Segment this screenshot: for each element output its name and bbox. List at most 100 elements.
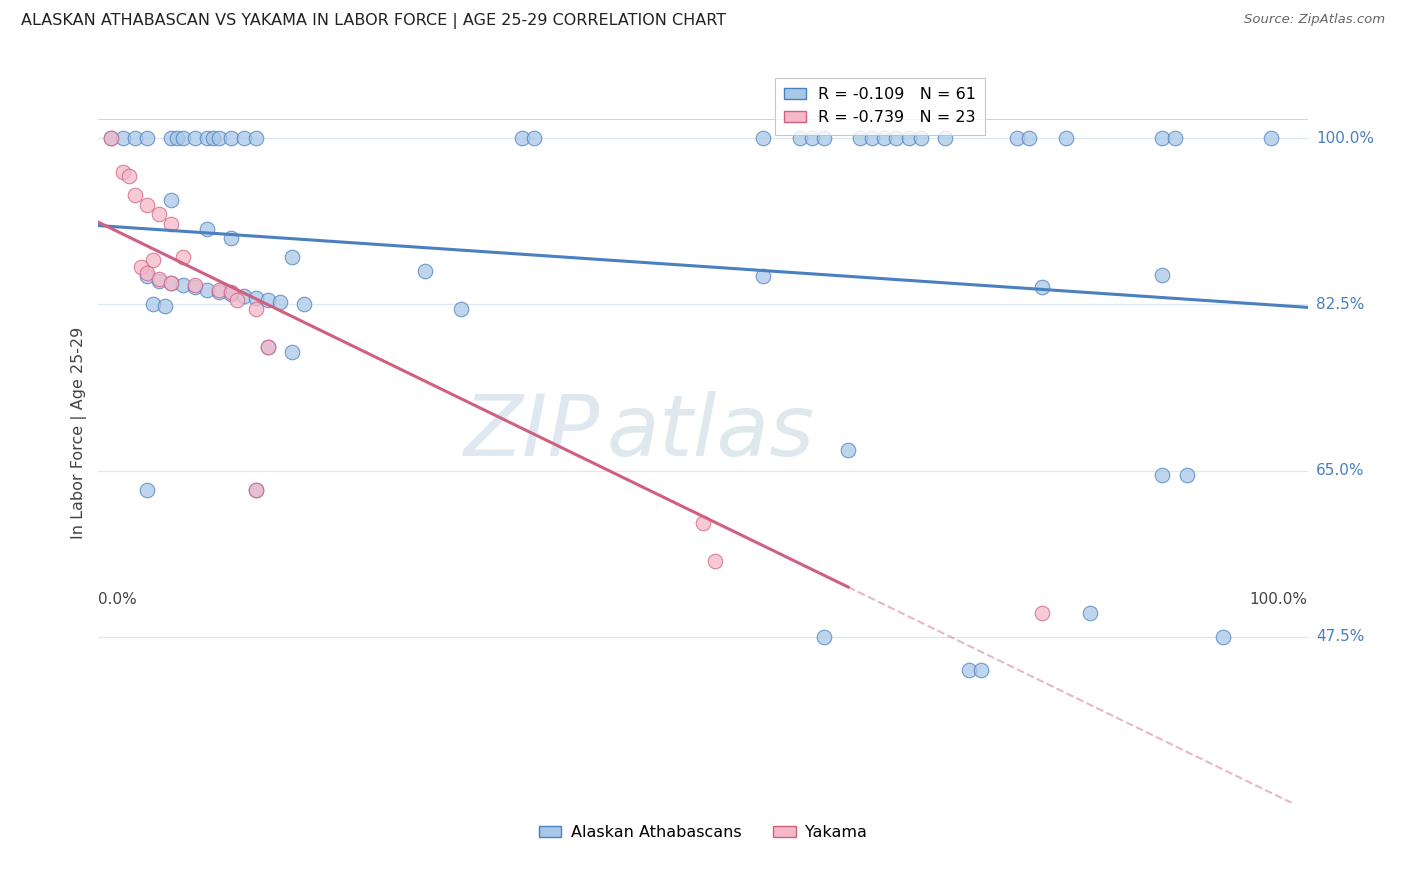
Point: [184, 131, 207, 145]
Point: [1031, 280, 1053, 294]
Text: 82.5%: 82.5%: [1316, 297, 1364, 312]
Point: [256, 293, 278, 307]
Point: [1018, 131, 1040, 145]
Point: [873, 131, 896, 145]
Text: Source: ZipAtlas.com: Source: ZipAtlas.com: [1244, 13, 1385, 27]
Point: [160, 276, 183, 290]
Point: [269, 294, 291, 309]
Point: [184, 278, 207, 293]
Point: [111, 164, 134, 178]
Point: [135, 131, 157, 145]
Text: ALASKAN ATHABASCAN VS YAKAMA IN LABOR FORCE | AGE 25-29 CORRELATION CHART: ALASKAN ATHABASCAN VS YAKAMA IN LABOR FO…: [21, 13, 727, 29]
Point: [148, 207, 170, 221]
Point: [208, 131, 231, 145]
Point: [208, 285, 231, 300]
Text: ZIP: ZIP: [464, 391, 600, 475]
Y-axis label: In Labor Force | Age 25-29: In Labor Force | Age 25-29: [72, 326, 87, 539]
Point: [1054, 131, 1077, 145]
Point: [184, 280, 207, 294]
Point: [221, 287, 243, 301]
Point: [692, 516, 714, 530]
Point: [118, 169, 141, 184]
Point: [910, 131, 932, 145]
Point: [934, 131, 956, 145]
Point: [245, 131, 267, 145]
Point: [135, 198, 157, 212]
Point: [166, 131, 188, 145]
Point: [1007, 131, 1029, 145]
Point: [523, 131, 546, 145]
Point: [1152, 468, 1174, 483]
Point: [413, 264, 436, 278]
Point: [849, 131, 872, 145]
Point: [1212, 630, 1234, 644]
Legend: Alaskan Athabascans, Yakama: Alaskan Athabascans, Yakama: [533, 819, 873, 847]
Point: [789, 131, 811, 145]
Point: [800, 131, 823, 145]
Text: 47.5%: 47.5%: [1316, 629, 1364, 644]
Point: [837, 442, 859, 457]
Point: [1163, 131, 1185, 145]
Point: [153, 299, 176, 313]
Point: [202, 131, 225, 145]
Point: [160, 131, 183, 145]
Point: [195, 283, 218, 297]
Point: [1078, 606, 1101, 620]
Point: [124, 131, 146, 145]
Point: [232, 289, 254, 303]
Point: [148, 272, 170, 286]
Point: [160, 193, 183, 207]
Point: [100, 131, 122, 145]
Point: [281, 250, 304, 264]
Point: [172, 250, 194, 264]
Point: [813, 630, 835, 644]
Point: [111, 131, 134, 145]
Point: [226, 293, 249, 307]
Point: [195, 131, 218, 145]
Point: [160, 276, 183, 290]
Point: [142, 252, 165, 267]
Point: [221, 231, 243, 245]
Point: [245, 483, 267, 497]
Point: [135, 483, 157, 497]
Point: [957, 663, 980, 677]
Point: [1152, 131, 1174, 145]
Point: [897, 131, 920, 145]
Point: [124, 188, 146, 202]
Point: [245, 291, 267, 305]
Point: [886, 131, 908, 145]
Point: [704, 554, 727, 568]
Point: [232, 131, 254, 145]
Point: [281, 345, 304, 359]
Point: [221, 131, 243, 145]
Text: 0.0%: 0.0%: [98, 591, 138, 607]
Point: [129, 260, 152, 274]
Text: 100.0%: 100.0%: [1250, 591, 1308, 607]
Point: [860, 131, 883, 145]
Point: [292, 296, 315, 310]
Point: [245, 302, 267, 317]
Point: [172, 131, 194, 145]
Point: [1175, 468, 1198, 483]
Point: [450, 302, 472, 317]
Point: [256, 340, 278, 354]
Point: [1031, 606, 1053, 620]
Point: [142, 297, 165, 311]
Text: 100.0%: 100.0%: [1316, 131, 1374, 146]
Point: [221, 285, 243, 300]
Point: [1260, 131, 1282, 145]
Point: [256, 340, 278, 354]
Point: [208, 283, 231, 297]
Point: [160, 217, 183, 231]
Point: [172, 278, 194, 293]
Point: [752, 131, 775, 145]
Point: [1152, 268, 1174, 282]
Point: [100, 131, 122, 145]
Point: [970, 663, 993, 677]
Point: [135, 268, 157, 283]
Text: atlas: atlas: [606, 391, 814, 475]
Point: [510, 131, 533, 145]
Point: [752, 268, 775, 283]
Point: [813, 131, 835, 145]
Text: 65.0%: 65.0%: [1316, 463, 1364, 478]
